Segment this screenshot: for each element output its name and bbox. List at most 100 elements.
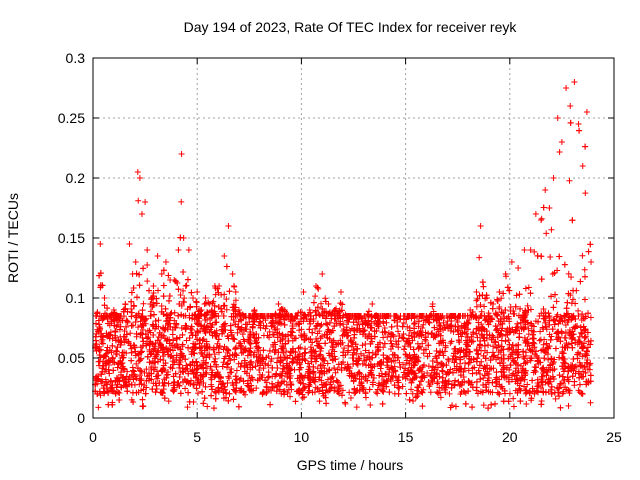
data-point: [177, 390, 184, 397]
data-point: [384, 334, 391, 341]
data-point: [481, 342, 488, 349]
data-point: [462, 400, 469, 407]
data-point: [204, 403, 211, 410]
data-point: [446, 390, 453, 397]
data-point: [568, 274, 575, 281]
data-point: [185, 389, 192, 396]
data-point: [562, 321, 569, 328]
data-point: [175, 312, 182, 319]
data-point: [380, 344, 387, 351]
data-point: [395, 344, 402, 351]
data-point: [548, 390, 555, 397]
data-point: [556, 148, 563, 155]
data-point: [324, 376, 331, 383]
data-point: [144, 335, 151, 342]
data-point: [289, 358, 296, 365]
data-point: [170, 347, 177, 354]
data-point: [267, 401, 274, 408]
data-point: [427, 389, 434, 396]
data-point: [395, 328, 402, 335]
data-point: [562, 334, 569, 341]
data-point: [476, 362, 483, 369]
data-point: [585, 248, 592, 255]
data-point: [408, 386, 415, 393]
data-point: [491, 352, 498, 359]
data-point: [493, 369, 500, 376]
data-point: [377, 365, 384, 372]
data-point: [316, 328, 323, 335]
data-point: [462, 359, 469, 366]
data-point: [334, 379, 341, 386]
data-point: [203, 371, 210, 378]
data-point: [232, 351, 239, 358]
data-point: [513, 365, 520, 372]
data-point: [118, 338, 125, 345]
data-point: [556, 372, 563, 379]
data-point: [369, 313, 376, 320]
data-point: [538, 215, 545, 222]
data-point: [180, 268, 187, 275]
data-point: [563, 305, 570, 312]
data-point: [525, 325, 532, 332]
data-point: [186, 335, 193, 342]
data-point: [356, 370, 363, 377]
data-point: [559, 373, 566, 380]
data-point: [265, 369, 272, 376]
data-point: [517, 398, 524, 405]
data-point: [162, 305, 169, 312]
data-point: [142, 390, 149, 397]
data-point: [575, 307, 582, 314]
data-point: [128, 305, 135, 312]
data-point: [380, 388, 387, 395]
data-point: [466, 379, 473, 386]
data-point: [388, 365, 395, 372]
data-point: [480, 402, 487, 409]
data-point: [97, 392, 104, 399]
data-point: [324, 360, 331, 367]
data-point: [488, 401, 495, 408]
data-point: [327, 381, 334, 388]
data-point: [230, 282, 237, 289]
data-point: [116, 397, 123, 404]
data-point: [494, 298, 501, 305]
data-point: [131, 303, 138, 310]
chart-title: Day 194 of 2023, Rate Of TEC Index for r…: [184, 19, 518, 35]
data-point: [155, 317, 162, 324]
data-point: [144, 261, 151, 268]
data-point: [431, 324, 438, 331]
data-point: [248, 358, 255, 365]
data-point: [447, 327, 454, 334]
data-point: [485, 405, 492, 412]
data-point: [158, 302, 165, 309]
data-point: [314, 284, 321, 291]
data-point: [529, 335, 536, 342]
data-point: [406, 396, 413, 403]
data-point: [502, 374, 509, 381]
data-point: [295, 309, 302, 316]
data-point: [584, 366, 591, 373]
data-point: [437, 394, 444, 401]
data-point: [474, 334, 481, 341]
data-point: [360, 374, 367, 381]
data-point: [424, 369, 431, 376]
data-point: [546, 331, 553, 338]
data-point: [572, 363, 579, 370]
data-point: [510, 395, 517, 402]
data-point: [568, 300, 575, 307]
data-point: [130, 285, 137, 292]
data-point: [296, 327, 303, 334]
data-point: [175, 286, 182, 293]
data-point: [494, 296, 501, 303]
data-point: [553, 298, 560, 305]
data-point: [581, 266, 588, 273]
data-point: [576, 381, 583, 388]
data-point: [339, 387, 346, 394]
data-point: [486, 366, 493, 373]
data-point: [113, 374, 120, 381]
data-point: [403, 390, 410, 397]
data-point: [450, 353, 457, 360]
data-point: [540, 204, 547, 211]
data-point: [569, 217, 576, 224]
data-point: [538, 253, 545, 260]
data-point: [525, 331, 532, 338]
